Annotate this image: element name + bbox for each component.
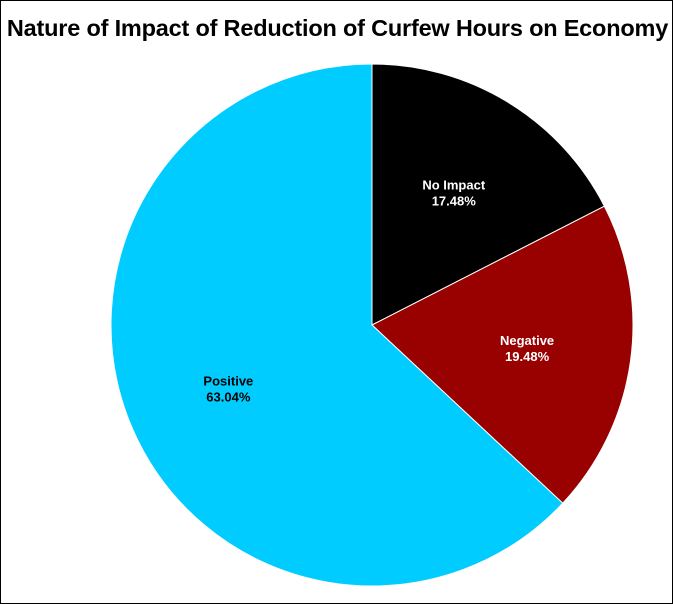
slice-value-positive: 63.04% [206,389,251,404]
pie-slice-no-impact [371,63,606,326]
pie-slices [110,63,634,587]
slice-value-no-impact: 17.48% [432,193,477,208]
pie-slice-positive [110,63,564,587]
slice-label-no-impact: No Impact [422,177,486,192]
chart-title: Nature of Impact of Reduction of Curfew … [6,15,669,41]
slice-label-positive: Positive [203,373,253,388]
pie-slice-negative [371,205,634,504]
slice-label-negative: Negative [500,333,554,348]
slice-value-negative: 19.48% [505,349,550,364]
